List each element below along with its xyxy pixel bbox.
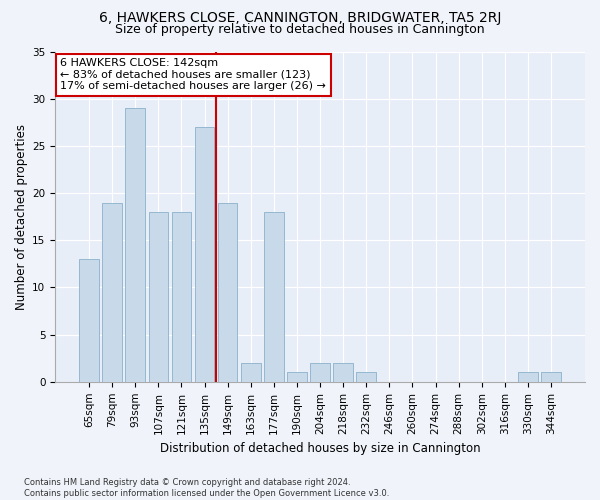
Text: Contains HM Land Registry data © Crown copyright and database right 2024.
Contai: Contains HM Land Registry data © Crown c… bbox=[24, 478, 389, 498]
Bar bbox=[195, 127, 214, 382]
Bar bbox=[79, 259, 99, 382]
Y-axis label: Number of detached properties: Number of detached properties bbox=[15, 124, 28, 310]
Bar bbox=[287, 372, 307, 382]
Text: 6, HAWKERS CLOSE, CANNINGTON, BRIDGWATER, TA5 2RJ: 6, HAWKERS CLOSE, CANNINGTON, BRIDGWATER… bbox=[99, 11, 501, 25]
Bar bbox=[218, 202, 238, 382]
X-axis label: Distribution of detached houses by size in Cannington: Distribution of detached houses by size … bbox=[160, 442, 481, 455]
Text: 6 HAWKERS CLOSE: 142sqm
← 83% of detached houses are smaller (123)
17% of semi-d: 6 HAWKERS CLOSE: 142sqm ← 83% of detache… bbox=[61, 58, 326, 92]
Bar bbox=[241, 363, 260, 382]
Bar bbox=[518, 372, 538, 382]
Bar bbox=[125, 108, 145, 382]
Text: Size of property relative to detached houses in Cannington: Size of property relative to detached ho… bbox=[115, 22, 485, 36]
Bar bbox=[356, 372, 376, 382]
Bar bbox=[310, 363, 330, 382]
Bar bbox=[172, 212, 191, 382]
Bar bbox=[149, 212, 168, 382]
Bar bbox=[103, 202, 122, 382]
Bar bbox=[334, 363, 353, 382]
Bar bbox=[264, 212, 284, 382]
Bar bbox=[541, 372, 561, 382]
